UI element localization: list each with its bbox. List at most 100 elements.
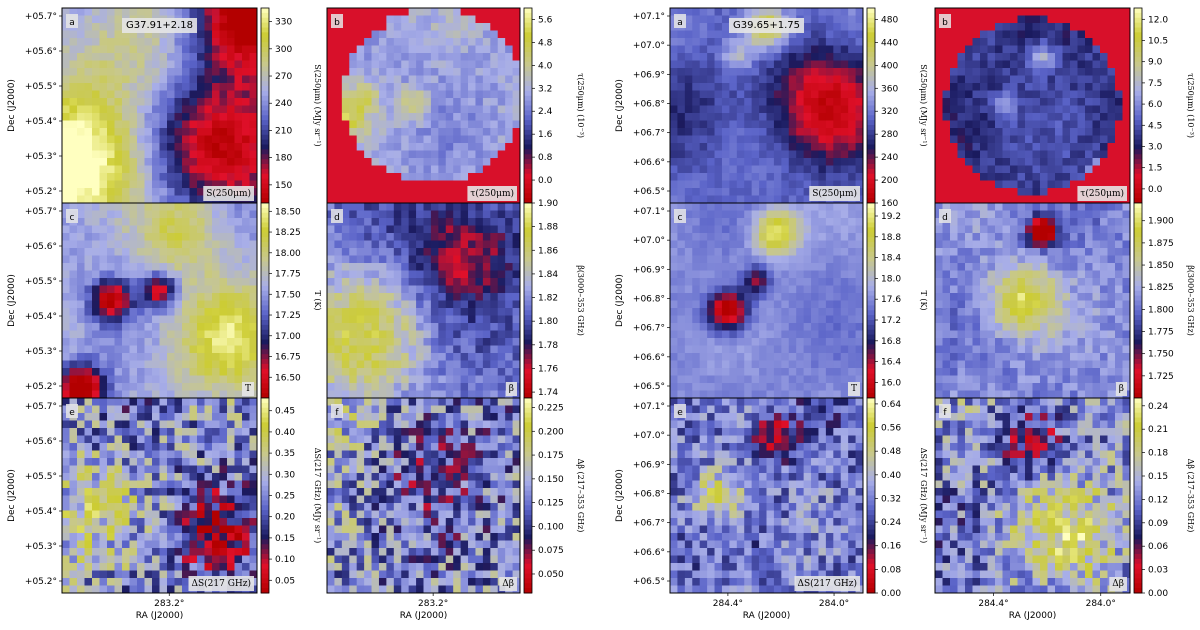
heatmap-cell [416,30,424,39]
heatmap-cell [144,38,153,46]
heatmap-cell [393,458,402,466]
heatmap-cell [684,68,693,76]
heatmap-cell [174,165,183,174]
heatmap-cell [159,173,168,181]
colorbar-segment [261,212,269,219]
heatmap-cell [811,120,819,129]
heatmap-cell [475,510,484,519]
heatmap-cell [416,240,424,249]
heatmap-cell [327,8,335,16]
heatmap-cell [349,578,358,586]
heatmap-cell [212,330,220,339]
heatmap-cell [212,518,220,526]
heatmap-cell [204,143,213,151]
heatmap-cell [401,585,410,594]
heatmap-cell [378,458,387,466]
heatmap-cell [512,15,521,24]
heatmap-cell [341,68,350,76]
heatmap-cell [833,135,842,144]
heatmap-cell [393,375,402,384]
heatmap-cell [803,98,812,106]
heatmap-cell [249,83,258,91]
heatmap-cell [174,128,183,136]
heatmap-cell [408,285,417,294]
heatmap-cell [159,308,168,316]
heatmap-cell [416,173,424,181]
field-title: G37.91+2.18 [126,20,193,31]
heatmap-cell [197,330,205,339]
heatmap-cell [512,465,521,474]
heatmap-cell [197,368,205,376]
heatmap-cell [69,263,78,271]
colorbar-segment [524,47,532,53]
heatmap-cell [62,203,70,211]
panel-frame [326,397,521,594]
heatmap-cell [468,285,476,294]
heatmap-cell [77,563,85,571]
heatmap-cell [159,150,168,159]
heatmap-cell [744,60,753,69]
heatmap-cell [430,473,439,481]
heatmap-cell [811,135,819,144]
heatmap-cell [341,300,350,309]
heatmap-cell [327,45,335,54]
heatmap-cell [364,443,372,451]
colorbar-segment [261,363,269,370]
heatmap-cell [356,248,365,256]
heatmap-cell [114,428,123,436]
heatmap-cell [460,203,469,211]
heatmap-cell [684,113,693,121]
heatmap-cell [189,383,198,391]
heatmap-cell [212,503,220,511]
heatmap-cell [423,323,432,331]
heatmap-cell [349,420,358,429]
heatmap-cell [242,338,250,346]
heatmap-cell [341,180,350,189]
heatmap-cell [167,8,175,16]
heatmap-cell [855,30,864,39]
heatmap-cell [408,255,417,264]
colorbar-tick-label: 18.50 [275,207,301,217]
heatmap-cell [62,473,70,481]
heatmap-cell [430,330,439,339]
heatmap-cell [107,525,115,534]
colorbar-segment [524,578,532,584]
heatmap-cell [497,218,506,226]
heatmap-cell [677,105,686,114]
heatmap-cell [408,150,417,159]
heatmap-cell [349,30,358,39]
heatmap-cell [475,465,484,474]
heatmap-cell [393,443,402,451]
heatmap-cell [69,195,78,204]
heatmap-cell [334,428,343,436]
colorbar-tick-label: 1.86 [538,246,558,256]
heatmap-cell [159,8,168,16]
heatmap-cell [242,113,250,121]
heatmap-cell [505,180,513,189]
heatmap-cell [341,15,350,24]
heatmap-cell [62,398,70,406]
heatmap-cell [107,450,115,459]
heatmap-cell [371,30,380,39]
heatmap-cell [182,330,190,339]
heatmap-cell [497,270,506,279]
heatmap-cell [69,518,78,526]
heatmap-cell [364,413,372,421]
heatmap-cell [811,83,819,91]
heatmap-cell [401,540,410,549]
heatmap-cell [378,60,387,69]
heatmap-cell [152,158,160,166]
panel-letter: b [334,18,340,28]
heatmap-cell [378,195,387,204]
heatmap-cell [401,413,410,421]
heatmap-cell [430,293,439,301]
heatmap-cell [249,315,258,324]
heatmap-cell [855,38,864,46]
heatmap-cell [818,45,827,54]
heatmap-cell [341,188,350,196]
heatmap-cell [699,83,708,91]
heatmap-cell [152,98,160,106]
heatmap-cell [174,398,183,406]
heatmap-cell [468,90,476,99]
heatmap-cell [152,323,160,331]
